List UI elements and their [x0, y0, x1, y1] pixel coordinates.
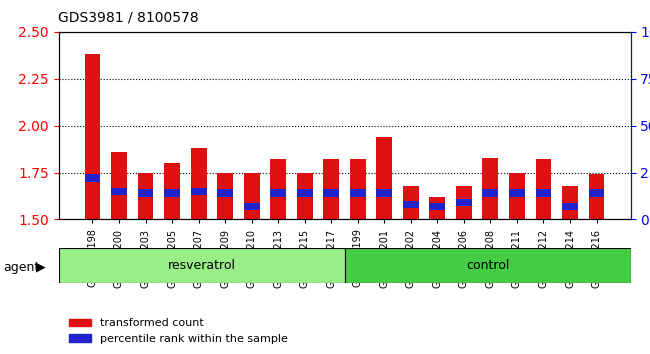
Bar — [589, 189, 604, 197]
Bar — [217, 189, 233, 197]
Bar — [589, 175, 604, 219]
Bar — [297, 172, 313, 219]
Bar — [84, 55, 100, 219]
Legend: transformed count, percentile rank within the sample: transformed count, percentile rank withi… — [64, 314, 292, 348]
Bar — [376, 189, 392, 197]
Bar — [190, 188, 207, 195]
Bar — [536, 159, 551, 219]
Bar — [403, 186, 419, 219]
Bar — [562, 202, 578, 210]
Bar — [482, 189, 499, 197]
Bar — [323, 159, 339, 219]
Text: agent: agent — [3, 261, 40, 274]
Bar — [164, 163, 180, 219]
Bar — [430, 197, 445, 219]
Text: ▶: ▶ — [36, 261, 46, 274]
Bar — [217, 172, 233, 219]
Bar — [111, 152, 127, 219]
Bar — [244, 172, 259, 219]
Text: GDS3981 / 8100578: GDS3981 / 8100578 — [58, 11, 199, 25]
Bar — [84, 175, 100, 182]
Bar — [58, 248, 345, 283]
Bar — [164, 189, 180, 197]
Bar — [244, 202, 259, 210]
Text: resveratrol: resveratrol — [168, 259, 235, 272]
Bar — [456, 199, 472, 206]
Bar — [138, 189, 153, 197]
Bar — [270, 189, 286, 197]
Bar — [323, 189, 339, 197]
Bar — [350, 189, 366, 197]
Bar — [536, 189, 551, 197]
Bar — [509, 189, 525, 197]
Bar — [138, 172, 153, 219]
Bar — [350, 159, 366, 219]
Bar — [190, 148, 207, 219]
Bar — [482, 158, 499, 219]
Bar — [562, 186, 578, 219]
Text: control: control — [466, 259, 509, 272]
Bar — [509, 172, 525, 219]
Bar — [111, 188, 127, 195]
Bar — [270, 159, 286, 219]
Bar — [297, 189, 313, 197]
Bar — [344, 248, 630, 283]
Bar — [403, 201, 419, 208]
Bar — [430, 202, 445, 210]
Bar — [456, 186, 472, 219]
Bar — [376, 137, 392, 219]
